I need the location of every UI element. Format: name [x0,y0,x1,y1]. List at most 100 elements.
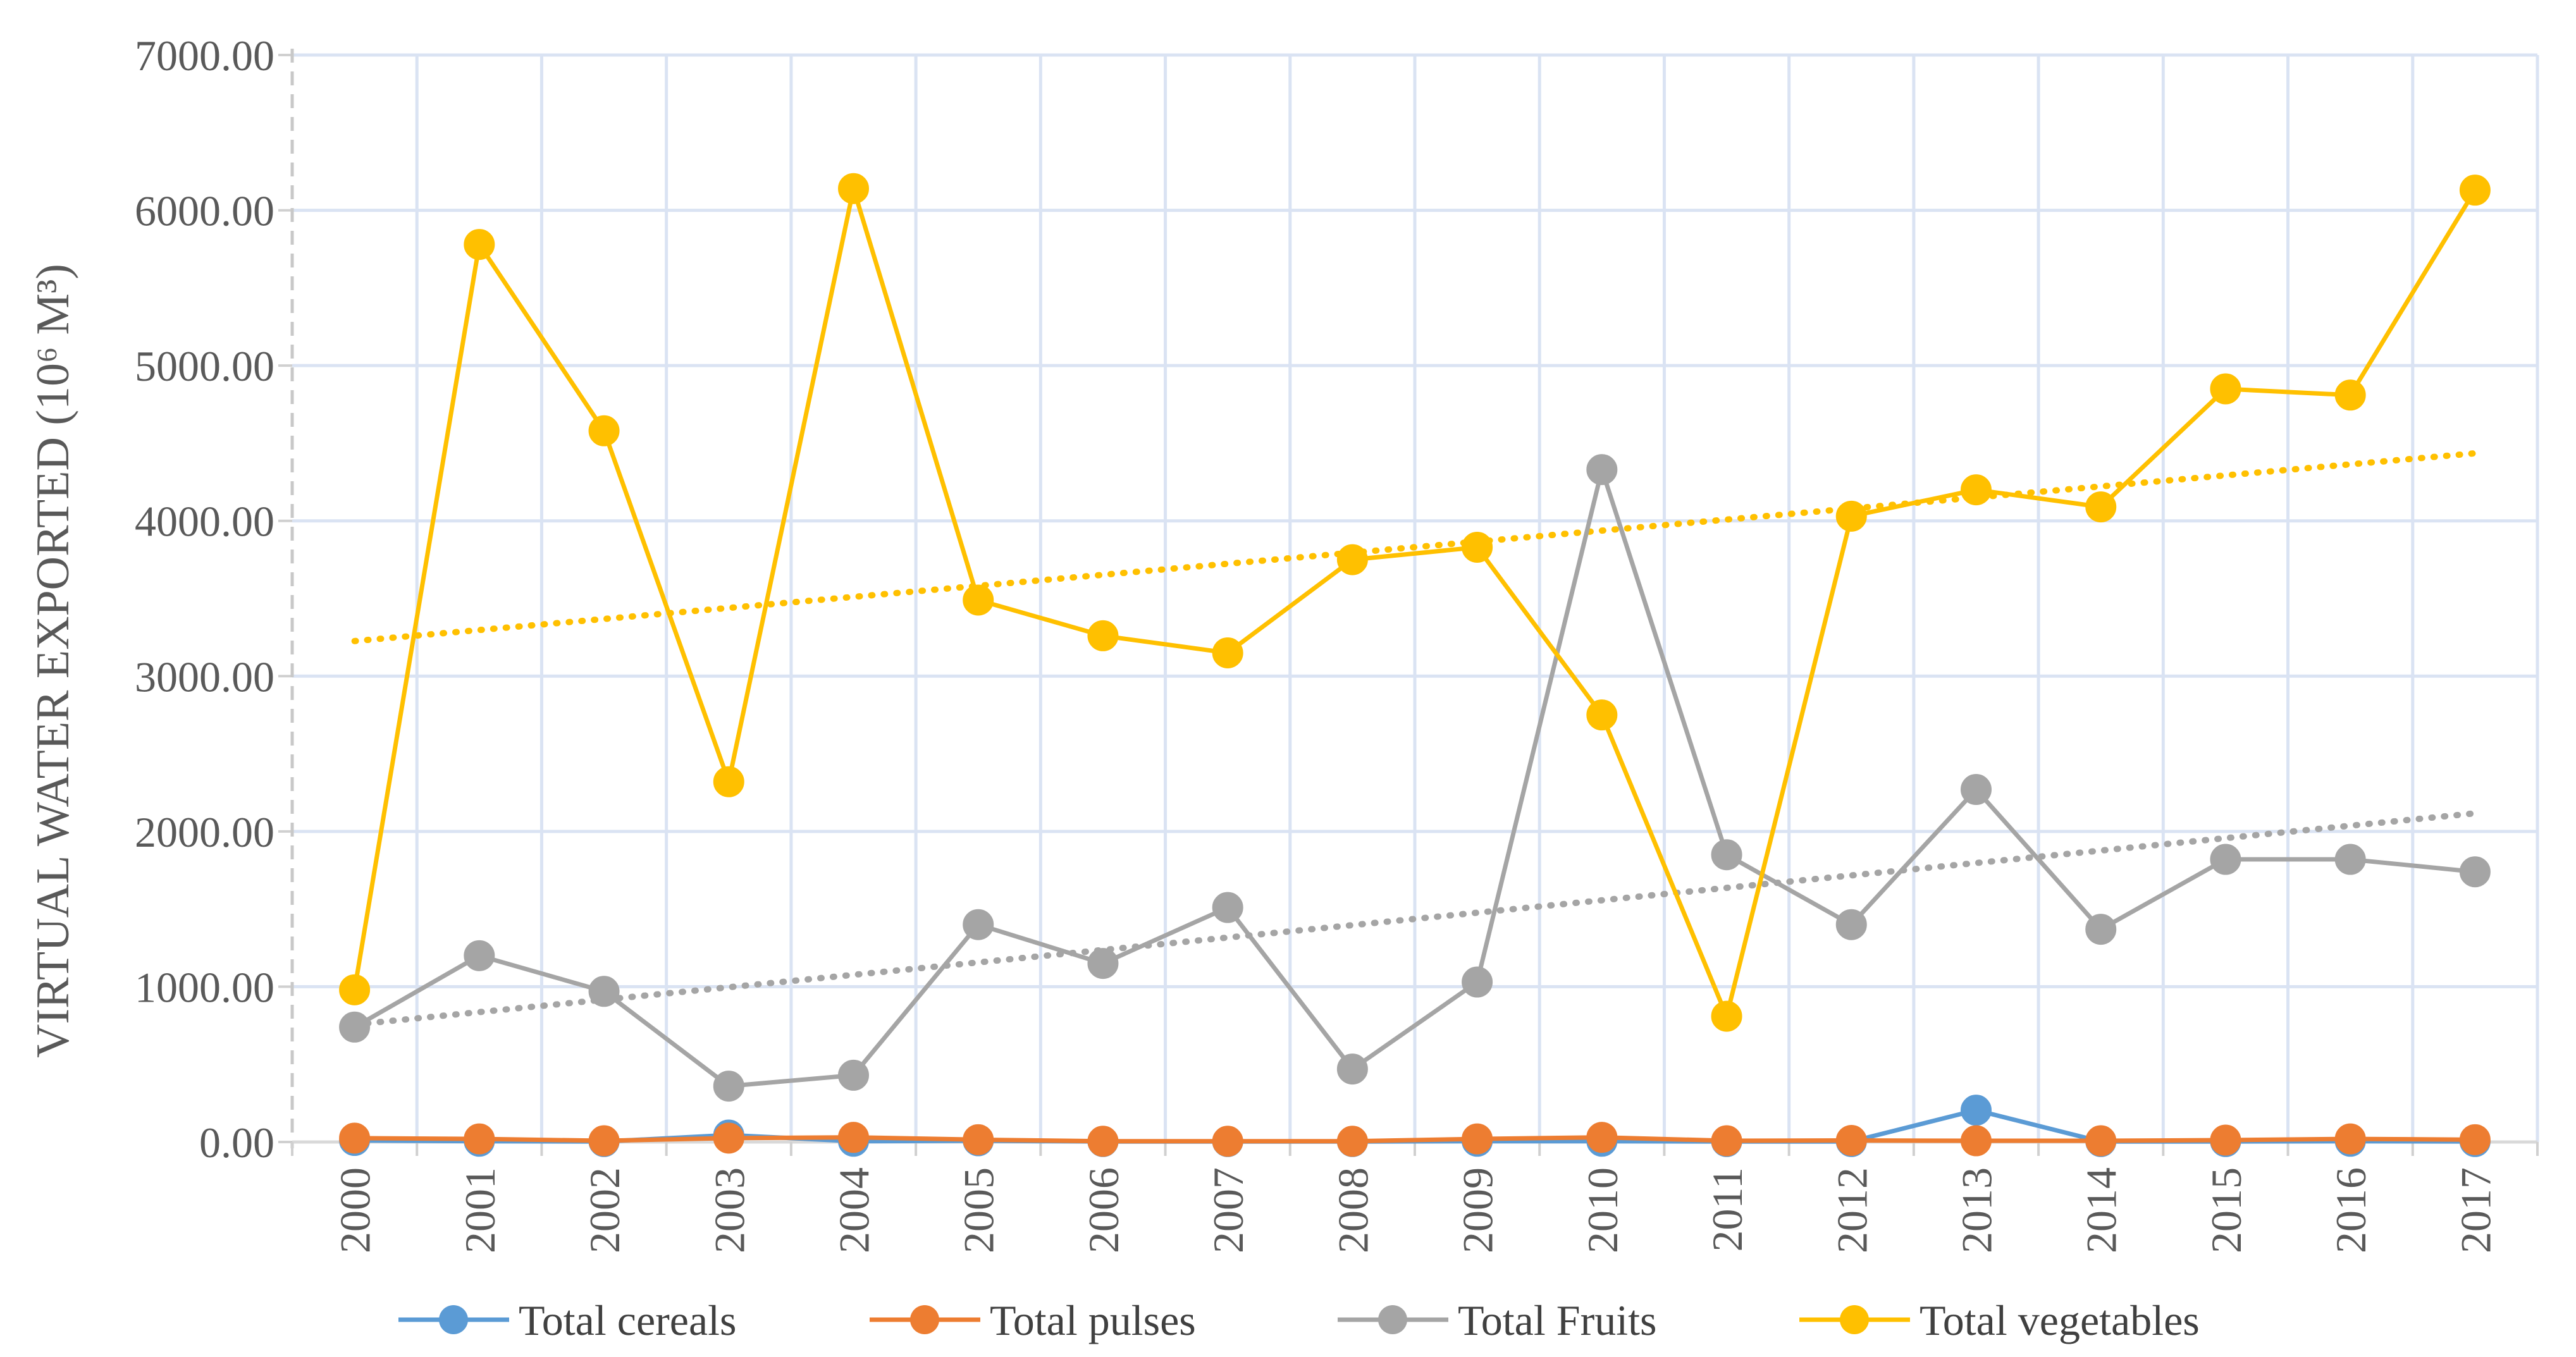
point-total-pulses [1212,1126,1243,1157]
point-total-vegetables [1961,474,1992,506]
point-total-fruits [339,1011,371,1043]
x-tick-label: 2014 [2078,1167,2126,1253]
series-line-total-fruits [353,467,2475,1089]
x-tick-label: 2003 [705,1167,753,1253]
x-tick-label: 2009 [1454,1167,1502,1253]
x-tick-label: 2010 [1579,1167,1627,1253]
x-tick-label: 2004 [830,1167,878,1253]
x-tick-label: 2001 [456,1167,504,1253]
point-total-vegetables [1835,500,1867,532]
point-total-fruits [1462,966,1493,998]
point-total-pulses [1462,1123,1493,1155]
point-total-vegetables [1586,699,1618,731]
point-total-pulses [1711,1125,1742,1157]
point-total-vegetables [1087,620,1119,651]
gridlines [292,53,2539,1142]
legend-marker-total-vegetables [1840,1305,1869,1334]
point-total-fruits [2334,844,2366,875]
x-tick-label: 2006 [1080,1167,1128,1253]
y-tick-label: 2000.00 [135,808,274,856]
legend-marker-total-pulses [910,1305,939,1334]
point-total-vegetables [963,584,994,616]
legend-marker-total-cereals [439,1305,468,1334]
y-tick-labels: 0.00 1000.00 2000.00 3000.00 4000.00 5000.00 6… [135,32,274,1167]
point-total-pulses [2459,1124,2491,1155]
point-total-fruits [1087,948,1119,979]
point-total-vegetables [2085,491,2117,523]
point-total-fruits [1336,1053,1368,1085]
point-total-vegetables [464,229,495,261]
point-total-vegetables [2334,379,2366,411]
x-tick-label: 2000 [331,1167,379,1253]
x-tick-label: 2007 [1204,1167,1252,1253]
y-tick-label: 7000.00 [135,32,274,80]
point-total-fruits [713,1071,744,1102]
point-total-pulses [464,1123,495,1155]
legend-label-total-pulses: Total pulses [990,1296,1196,1344]
legend-label-total-vegetables: Total vegetables [1920,1296,2200,1344]
point-total-fruits [1835,909,1867,940]
point-total-vegetables [1212,637,1243,668]
series-line-total-pulses [354,1135,2475,1144]
x-tick-label: 2012 [1828,1167,1876,1253]
point-total-vegetables [838,173,869,204]
y-tick-label: 4000.00 [135,498,274,546]
x-tick-labels: 2000 2001 2002 2003 2004 2005 2006 2007 2008 2009… [331,1167,2500,1253]
point-total-pulses [1835,1125,1867,1157]
point-total-pulses [339,1122,371,1154]
point-total-pulses [1961,1125,1992,1157]
point-total-fruits [464,940,495,971]
x-tick-label: 2008 [1329,1167,1377,1253]
point-total-vegetables [713,766,744,797]
point-total-pulses [2210,1124,2241,1156]
x-tick-label: 2005 [955,1167,1003,1253]
point-total-pulses [588,1125,620,1157]
point-total-vegetables [1462,531,1493,563]
point-total-pulses [1087,1126,1119,1157]
legend-marker-total-fruits [1378,1305,1407,1334]
point-total-fruits [963,909,994,940]
x-tick-label: 2013 [1953,1167,2001,1253]
series-lines [339,173,2491,1157]
y-tick-label: 6000.00 [135,187,274,235]
point-total-pulses [1586,1122,1618,1153]
point-total-fruits [588,976,620,1007]
point-total-vegetables [339,974,371,1005]
point-total-fruits [2085,914,2117,945]
y-axis-label: VIRTUAL WATER EXPORTED (10⁶ M³) [27,264,79,1058]
point-total-vegetables [1336,544,1368,575]
point-total-fruits [1961,774,1992,806]
point-total-pulses [2334,1123,2366,1155]
x-tick-label: 2016 [2327,1167,2375,1253]
trendline-total-fruits [351,810,2479,1028]
y-tick-label: 0.00 [199,1119,274,1167]
x-tick-label: 2011 [1703,1167,1751,1251]
x-tick-label: 2017 [2451,1167,2499,1253]
y-tick-label: 3000.00 [135,653,274,701]
point-total-fruits [1711,839,1742,871]
point-total-pulses [713,1122,744,1154]
point-total-pulses [2085,1125,2117,1157]
point-total-fruits [1212,892,1243,923]
point-total-vegetables [2210,373,2241,405]
point-total-vegetables [1711,1000,1742,1032]
series-line-total-vegetables [352,186,2477,1019]
legend-label-total-cereals: Total cereals [519,1296,736,1344]
point-total-pulses [838,1122,869,1153]
point-total-pulses [1336,1126,1368,1157]
point-total-fruits [838,1059,869,1091]
point-total-fruits [2210,844,2241,875]
x-tick-label: 2002 [581,1167,629,1253]
y-tick-label: 1000.00 [135,963,274,1011]
y-tick-label: 5000.00 [135,342,274,390]
legend: Total cereals Total pulses Total Fruits Tot… [398,1296,2200,1344]
legend-label-total-fruits: Total Fruits [1458,1296,1656,1344]
point-total-fruits [1586,454,1618,486]
point-total-fruits [2459,856,2491,888]
point-total-cereals [1961,1095,1992,1126]
point-total-vegetables [2459,175,2491,206]
point-total-pulses [963,1124,994,1155]
point-total-vegetables [588,415,620,446]
x-tick-label: 2015 [2202,1167,2250,1253]
